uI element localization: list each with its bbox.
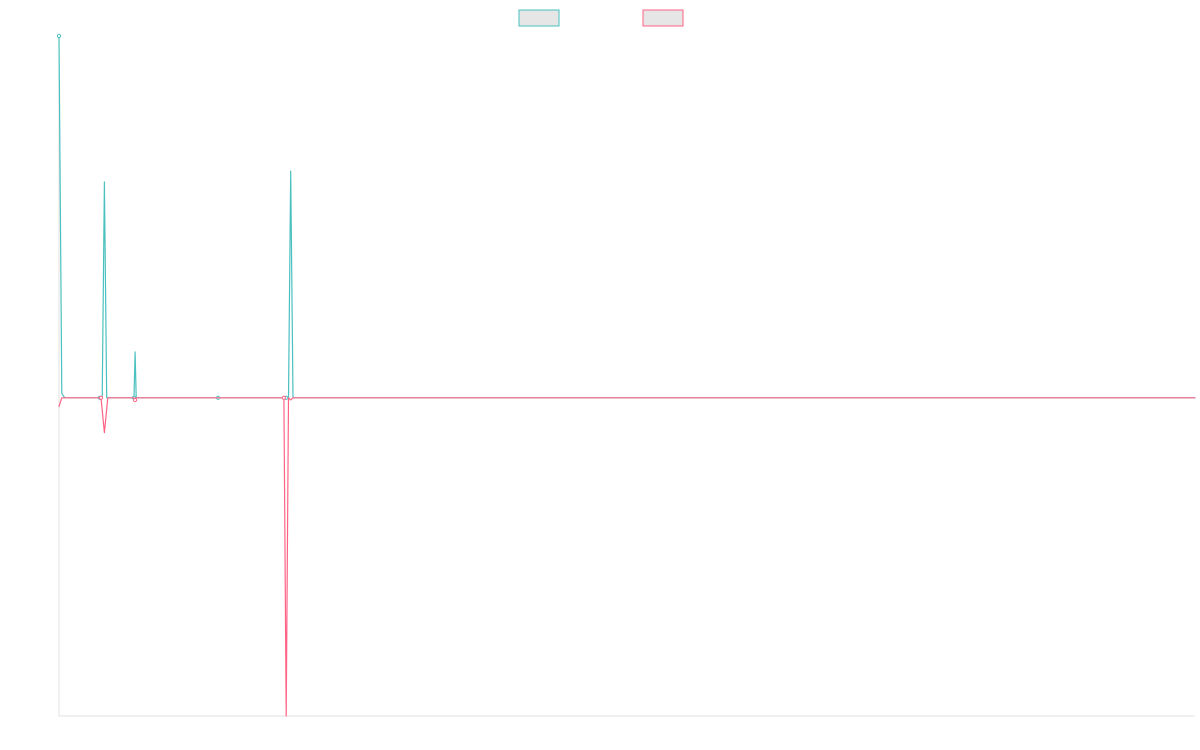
series-line-2: [58, 397, 1196, 717]
legend: [518, 9, 684, 27]
series-layer: [56, 33, 1196, 717]
data-point-2-1: [98, 395, 104, 400]
data-point-2-3: [281, 395, 286, 400]
legend-swatch-1: [518, 9, 560, 27]
series-line-1: [58, 35, 1196, 399]
axes: [58, 36, 1195, 717]
series-2: [58, 395, 1196, 717]
series-1: [56, 33, 1196, 400]
legend-swatch-2: [642, 9, 684, 27]
data-point-2-2: [133, 397, 138, 403]
legend-item-2[interactable]: [642, 9, 684, 27]
data-point-1-1: [56, 33, 62, 39]
legend-item-1[interactable]: [518, 9, 560, 27]
